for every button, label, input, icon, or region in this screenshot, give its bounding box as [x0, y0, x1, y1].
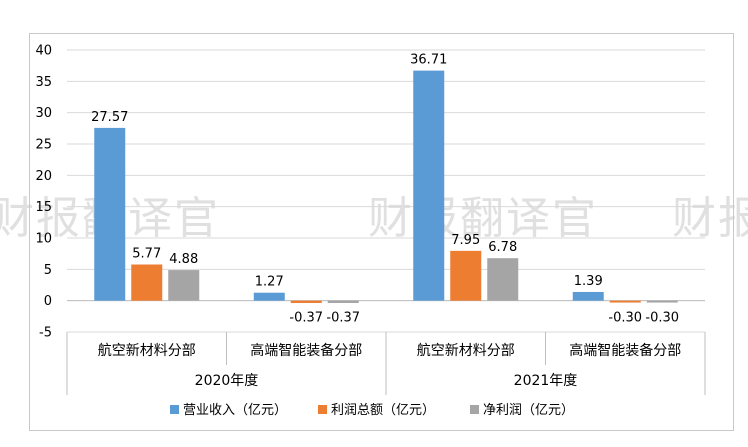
- y-tick-label: 30: [35, 106, 52, 121]
- data-label: 27.57: [91, 110, 128, 125]
- category-label: 航空新材料分部: [98, 343, 196, 359]
- legend-label: 利润总额（亿元）: [331, 403, 435, 418]
- bar: [290, 300, 322, 303]
- bar: [609, 300, 641, 303]
- bar: [94, 127, 126, 301]
- x-axis: 航空新材料分部 高端智能装备分部 航空新材料分部 高端智能装备分部 2020年度 2021…: [66, 332, 706, 395]
- data-label: 4.88: [169, 252, 198, 267]
- group-label: 2020年度: [195, 373, 259, 389]
- bar: [168, 270, 200, 301]
- y-tick-label: 25: [35, 138, 52, 153]
- legend-swatch: [318, 405, 327, 414]
- watermark-text-2: 财报翻译官: [368, 193, 598, 244]
- category-label: 高端智能装备分部: [569, 342, 681, 359]
- legend-label: 净利润（亿元）: [483, 403, 574, 418]
- y-tick-label: 35: [35, 75, 52, 90]
- y-tick-label: 40: [35, 44, 52, 59]
- legend-swatch: [170, 405, 179, 414]
- bar: [450, 250, 482, 301]
- bar: [487, 258, 519, 301]
- data-label: -0.30: [608, 311, 642, 326]
- data-label: -0.30: [645, 311, 679, 326]
- legend: 营业收入（亿元） 利润总额（亿元） 净利润（亿元）: [170, 403, 574, 418]
- y-tick-label: 5: [44, 263, 52, 278]
- data-label: 6.78: [488, 240, 517, 255]
- y-tick-label: 20: [35, 169, 52, 184]
- data-label: 1.39: [574, 274, 603, 289]
- data-label: 5.77: [132, 247, 161, 262]
- watermark-text-3: 财报翻译官: [672, 193, 748, 244]
- bar: [413, 70, 445, 301]
- bar: [327, 300, 359, 303]
- group-label: 2021年度: [514, 373, 578, 389]
- legend-label: 营业收入（亿元）: [183, 403, 287, 418]
- y-tick-label: -5: [39, 326, 52, 341]
- y-tick-label: 0: [44, 294, 52, 309]
- data-label: 7.95: [451, 233, 480, 248]
- legend-swatch: [470, 405, 479, 414]
- bar: [253, 292, 285, 301]
- bar: [131, 264, 163, 301]
- data-label: -0.37: [289, 311, 323, 326]
- data-label: 1.27: [255, 275, 284, 290]
- bar: [646, 300, 678, 303]
- bars: [94, 70, 678, 303]
- data-label: 36.71: [410, 53, 447, 68]
- category-label: 航空新材料分部: [417, 343, 515, 359]
- bar: [572, 291, 604, 301]
- y-tick-label: 15: [35, 200, 52, 215]
- y-tick-label: 10: [35, 232, 52, 247]
- data-labels: 27.57 1.27 36.71 1.39 5.77 -0.37 7.95 -0.30 4.88…: [91, 53, 679, 326]
- data-label: -0.37: [326, 311, 360, 326]
- gridlines: [67, 49, 705, 333]
- chart-frame: [29, 33, 734, 431]
- category-label: 高端智能装备分部: [250, 342, 362, 359]
- y-axis-ticks: 40 35 30 25 20 15 10 5 0 -5: [35, 44, 52, 341]
